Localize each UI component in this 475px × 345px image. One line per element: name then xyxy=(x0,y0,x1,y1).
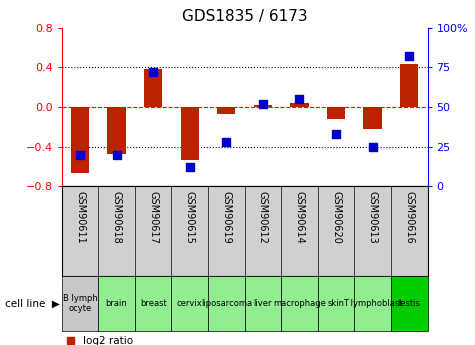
Point xyxy=(405,53,413,59)
Bar xyxy=(327,107,345,119)
Point xyxy=(186,165,194,170)
Legend: log2 ratio, percentile rank within the sample: log2 ratio, percentile rank within the s… xyxy=(67,336,258,345)
Bar xyxy=(71,107,89,174)
Bar xyxy=(290,103,309,107)
Bar xyxy=(217,107,236,114)
Point xyxy=(259,101,267,107)
Point xyxy=(113,152,121,157)
Bar xyxy=(400,64,418,107)
Text: B lymph
ocyte: B lymph ocyte xyxy=(63,294,97,313)
Bar xyxy=(98,276,135,331)
Text: GSM90620: GSM90620 xyxy=(331,191,341,244)
Bar xyxy=(254,105,272,107)
Bar xyxy=(281,276,318,331)
Text: skin: skin xyxy=(328,299,344,308)
Bar xyxy=(62,276,98,331)
Text: testis: testis xyxy=(398,299,421,308)
Text: breast: breast xyxy=(140,299,167,308)
Bar xyxy=(107,107,126,154)
Text: GSM90617: GSM90617 xyxy=(148,191,158,244)
Bar xyxy=(171,276,208,331)
Point xyxy=(332,131,340,137)
Bar xyxy=(245,276,281,331)
Text: liver: liver xyxy=(254,299,272,308)
Bar xyxy=(318,276,354,331)
Bar xyxy=(363,107,382,129)
Text: GSM90618: GSM90618 xyxy=(112,191,122,244)
Point xyxy=(295,96,304,102)
Text: liposarcoma: liposarcoma xyxy=(201,299,252,308)
Text: GSM90613: GSM90613 xyxy=(368,191,378,244)
Text: T lymphoblast: T lymphoblast xyxy=(343,299,402,308)
Text: GSM90619: GSM90619 xyxy=(221,191,231,244)
Bar xyxy=(208,276,245,331)
Title: GDS1835 / 6173: GDS1835 / 6173 xyxy=(182,9,307,24)
Text: cervix: cervix xyxy=(177,299,203,308)
Point xyxy=(369,144,377,149)
Bar xyxy=(391,276,428,331)
Text: cell line  ▶: cell line ▶ xyxy=(5,299,60,308)
Point xyxy=(76,152,84,157)
Text: GSM90611: GSM90611 xyxy=(75,191,85,244)
Bar xyxy=(354,276,391,331)
Text: GSM90612: GSM90612 xyxy=(258,191,268,244)
Point xyxy=(222,139,230,145)
Text: GSM90615: GSM90615 xyxy=(185,191,195,244)
Bar xyxy=(144,69,162,107)
Text: GSM90616: GSM90616 xyxy=(404,191,414,244)
Bar xyxy=(135,276,171,331)
Text: GSM90614: GSM90614 xyxy=(294,191,304,244)
Text: brain: brain xyxy=(106,299,127,308)
Point xyxy=(149,69,157,75)
Bar xyxy=(180,107,199,159)
Text: macrophage: macrophage xyxy=(273,299,326,308)
